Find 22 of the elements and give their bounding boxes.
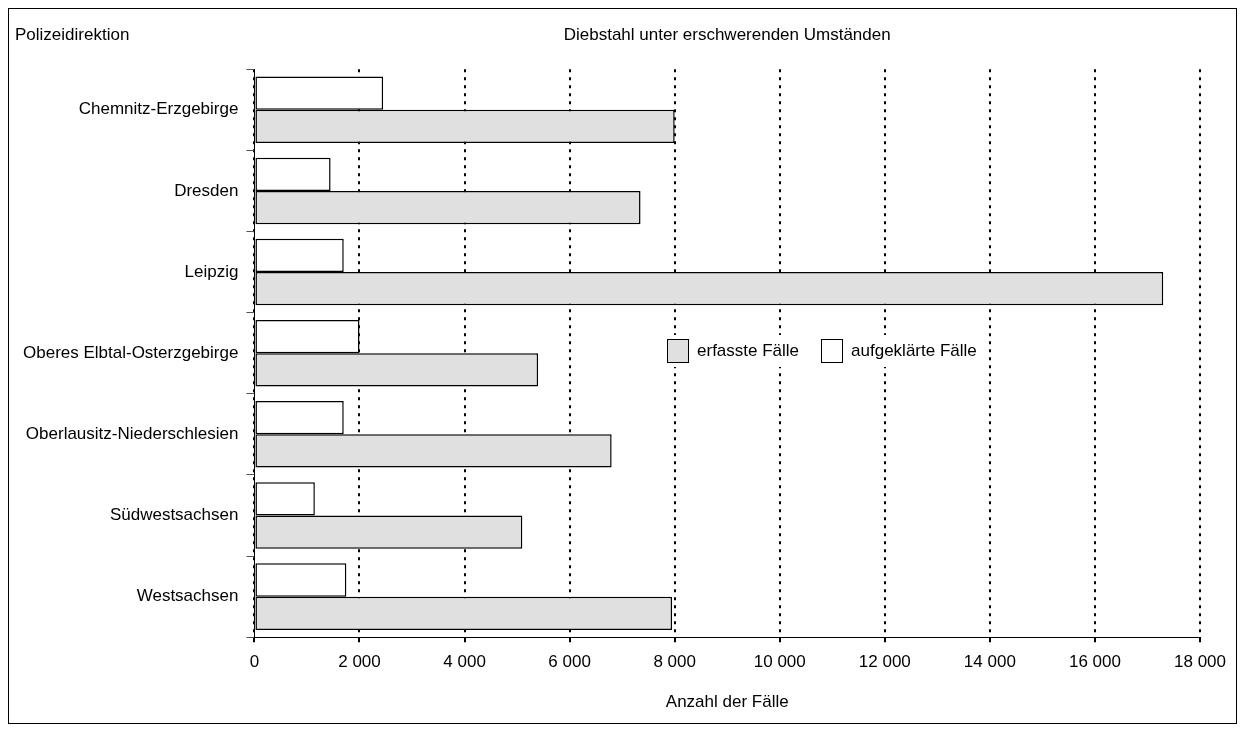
y-axis-title: Polizeidirektion bbox=[15, 25, 130, 45]
x-tick-label: 0 bbox=[249, 652, 260, 672]
y-tick-label: Südwestsachsen bbox=[109, 505, 239, 525]
x-tick-label: 18 000 bbox=[1174, 652, 1226, 672]
chart-title: Diebstahl unter erschwerenden Umständen bbox=[562, 25, 892, 45]
y-tick-label: Westsachsen bbox=[136, 586, 239, 606]
text: aufgeklärte Fälle bbox=[851, 341, 977, 362]
y-tick-label: Dresden bbox=[174, 180, 239, 200]
y-tick-label: Chemnitz-Erzgebirge bbox=[78, 99, 239, 119]
x-tick-label: 4 000 bbox=[443, 652, 486, 672]
x-tick-label: 10 000 bbox=[753, 652, 806, 672]
x-tick-label: 2 000 bbox=[338, 652, 381, 672]
legend-label: erfasste Fälle bbox=[697, 341, 800, 362]
x-tick-label: 8 000 bbox=[653, 652, 696, 672]
x-tick-label: 16 000 bbox=[1068, 652, 1121, 672]
x-tick-label: 14 000 bbox=[963, 652, 1016, 672]
x-tick-label: 12 000 bbox=[858, 652, 911, 672]
x-tick-label: 6 000 bbox=[548, 652, 591, 672]
x-axis-title: Anzahl der Fälle bbox=[665, 692, 789, 712]
y-tick-label: Oberes Elbtal-Osterzgebirge bbox=[22, 342, 239, 362]
y-tick-label: Oberlausitz-Niederschlesien bbox=[25, 424, 239, 444]
y-tick-label: Leipzig bbox=[184, 261, 239, 281]
